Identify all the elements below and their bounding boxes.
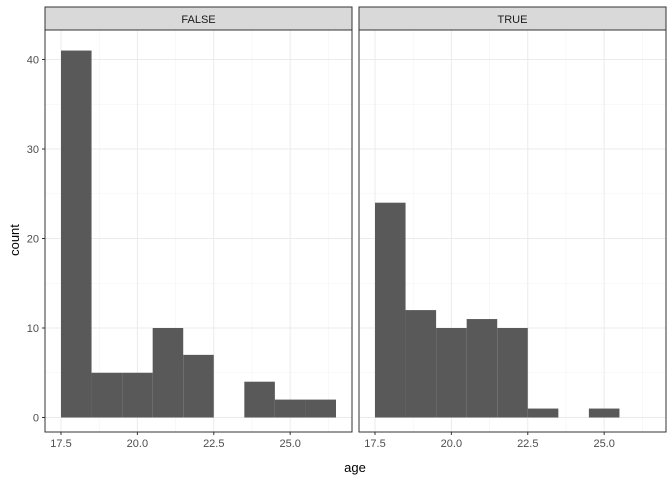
y-tick-label: 40 [27,55,39,67]
y-axis-title: count [7,224,22,256]
facet-strip-label: FALSE [181,14,215,26]
histogram-bar [466,319,498,418]
x-tick-label: 22.5 [203,438,224,450]
histogram-bar [274,399,306,418]
panel-border [44,29,353,433]
histogram-bar [305,399,336,418]
histogram-bar [375,202,406,418]
x-tick-label: 22.5 [517,438,538,450]
y-tick-label: 30 [27,144,39,156]
x-tick-label: 20.0 [441,438,462,450]
facet-panel-false: FALSE 17.5 20.0 22.5 25.0 0 10 20 30 40 [27,6,353,450]
histogram-bar [152,328,184,418]
histogram-bar [61,50,92,418]
x-tick-label: 17.5 [50,438,71,450]
panel-border [358,29,667,433]
facet-panel-true: TRUE 17.5 20.0 22.5 25.0 [358,6,667,450]
histogram-bar [588,408,620,418]
histogram-bar [436,328,467,418]
histogram-bar [183,354,214,418]
x-tick-label: 25.0 [593,438,614,450]
y-tick-label: 20 [27,234,39,246]
histogram-bar [405,310,437,418]
y-tick-label: 10 [27,323,39,335]
histogram-bar [122,372,153,418]
histogram-bar [497,328,528,418]
histogram-bar [244,381,275,418]
histogram-bar [91,372,123,418]
facet-strip-label: TRUE [498,14,528,26]
x-axis-title: age [344,460,366,475]
x-tick-label: 25.0 [279,438,300,450]
x-tick-label: 17.5 [364,438,385,450]
y-tick-label: 0 [33,413,39,425]
x-tick-label: 20.0 [127,438,148,450]
histogram-bar [527,408,559,418]
